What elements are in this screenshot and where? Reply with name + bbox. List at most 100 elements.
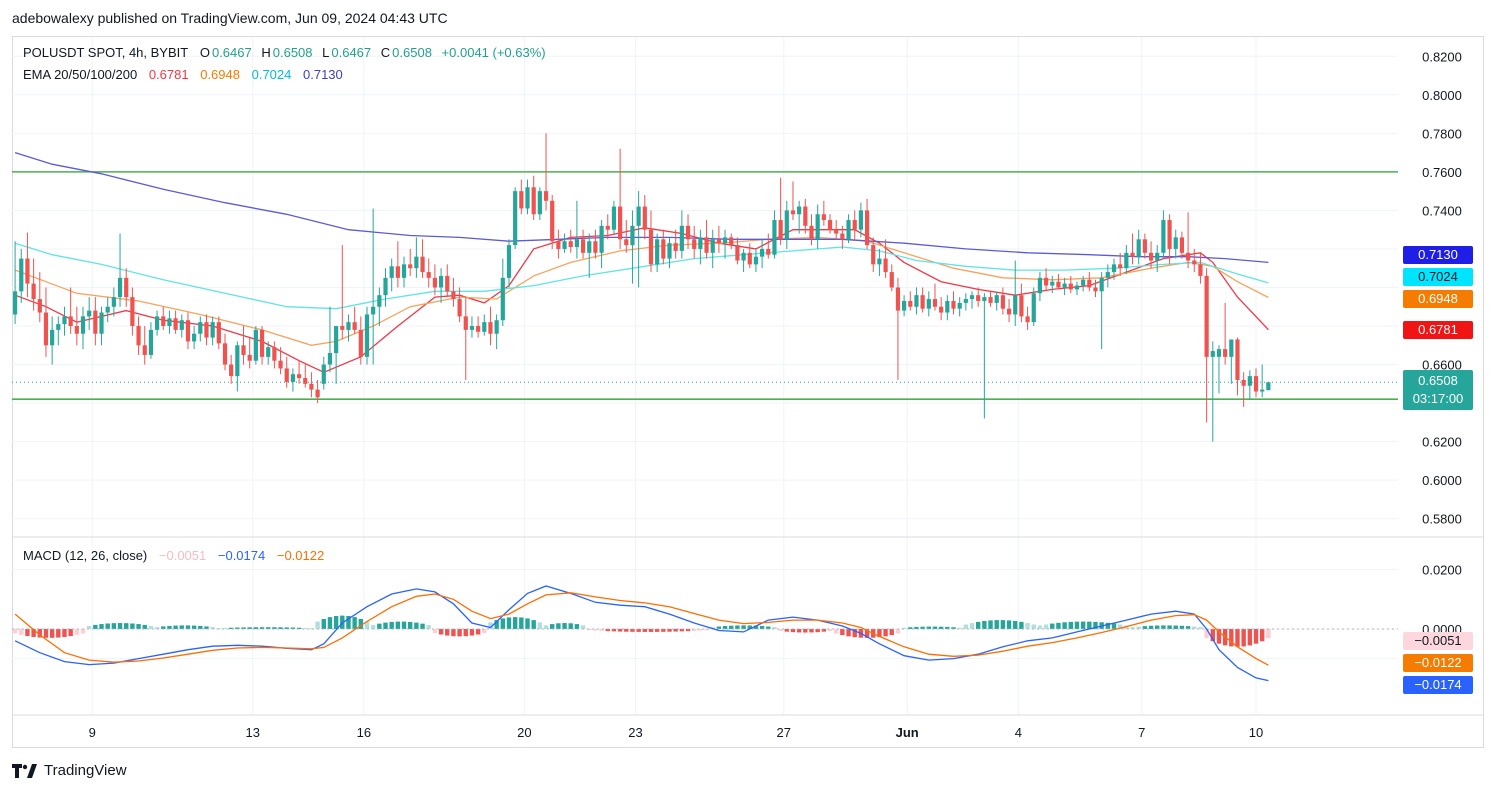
candle: [148, 322, 154, 359]
ema-label[interactable]: EMA 20/50/100/200: [23, 67, 138, 82]
macd-histogram-bar: [852, 628, 857, 638]
macd-histogram-bar: [864, 628, 870, 638]
candle-body: [957, 302, 962, 309]
candle-body: [988, 297, 993, 303]
candle: [1204, 268, 1209, 423]
candle-body: [784, 210, 789, 240]
macd-histogram-bar: [185, 625, 191, 629]
candle: [445, 264, 450, 298]
candle-body: [1161, 220, 1166, 253]
candle: [179, 314, 184, 338]
candle: [426, 258, 431, 288]
candle-body: [939, 306, 944, 313]
macd-histogram-bar: [278, 627, 283, 629]
macd-histogram-bar: [994, 620, 999, 629]
candle-body: [309, 383, 314, 390]
candle: [210, 316, 215, 346]
macd-histogram-bar: [1013, 620, 1018, 629]
macd-histogram-bar: [957, 627, 962, 629]
macd-histogram-bar: [198, 625, 203, 629]
candle-body: [1006, 308, 1012, 315]
candle: [340, 245, 345, 340]
candle-body: [580, 239, 586, 253]
candle: [902, 295, 907, 317]
candle: [513, 187, 518, 249]
candle: [692, 225, 697, 259]
candle-body: [216, 322, 221, 344]
candle-body: [192, 333, 197, 342]
candle-body: [1266, 382, 1271, 391]
macd-histogram-bar: [1006, 620, 1012, 629]
macd-histogram-bar: [988, 620, 993, 629]
macd-histogram-bar: [272, 627, 277, 629]
candle-body: [25, 258, 30, 284]
candle: [1013, 260, 1018, 327]
candle: [846, 214, 851, 244]
candle-body: [766, 248, 771, 255]
macd-histogram-bar: [1068, 621, 1073, 629]
macd-histogram-bar: [37, 628, 42, 638]
candle-body: [889, 272, 894, 288]
macd-histogram-bar: [716, 626, 722, 629]
candle-body: [840, 233, 845, 240]
candle-body: [1148, 252, 1154, 261]
tradingview-footer[interactable]: TradingView: [12, 762, 127, 779]
macd-histogram-bar: [253, 627, 259, 629]
macd-histogram-bar: [543, 625, 549, 629]
macd-signal-value: −0.0122: [276, 548, 325, 563]
candle-body: [1247, 376, 1252, 386]
candle-body: [568, 241, 573, 248]
macd-histogram-bar: [803, 628, 808, 633]
candle-body: [648, 229, 654, 265]
candle-body: [482, 322, 487, 332]
candle: [346, 314, 351, 342]
candle: [593, 229, 598, 259]
macd-histogram-bar: [136, 624, 141, 629]
candle: [241, 326, 246, 365]
candle-body: [729, 237, 734, 246]
macd-histogram-bar: [525, 618, 530, 629]
candle: [296, 360, 302, 384]
symbol-label[interactable]: POLUSDT SPOT, 4h, BYBIT: [23, 45, 189, 60]
candle-body: [1043, 277, 1049, 286]
candle: [1019, 283, 1024, 323]
macd-histogram-bar: [975, 621, 981, 629]
macd-histogram-bar: [673, 628, 678, 632]
macd-histogram-bar: [1019, 621, 1024, 629]
macd-histogram-bar: [729, 625, 734, 629]
macd-histogram-bar: [531, 620, 536, 629]
candle: [482, 314, 487, 336]
high-label: H: [261, 45, 271, 60]
candle-body: [1216, 349, 1222, 357]
macd-histogram-bar: [43, 628, 49, 638]
candle-body: [154, 316, 160, 330]
macd-histogram-bar: [1179, 625, 1185, 629]
candle: [790, 181, 796, 221]
candle-body: [982, 297, 987, 301]
candle-body: [12, 291, 18, 315]
candle: [852, 210, 857, 240]
candle-body: [692, 239, 697, 249]
signal-line: [14, 592, 1269, 666]
macd-histogram-bar: [296, 627, 302, 629]
macd-histogram-bar: [593, 628, 598, 631]
candle: [1130, 233, 1135, 265]
macd-histogram-bar: [500, 618, 506, 629]
candle-body: [667, 243, 672, 259]
candle: [1148, 241, 1154, 269]
candle-body: [432, 277, 437, 288]
macd-histogram-bar: [926, 626, 931, 629]
candle: [198, 316, 203, 342]
candle: [568, 229, 573, 253]
macd-histogram-bar: [568, 623, 573, 629]
candle-body: [476, 326, 481, 332]
candle-body: [760, 248, 765, 257]
macd-label[interactable]: MACD (12, 26, close): [23, 548, 148, 563]
candle-body: [790, 210, 796, 215]
macd-histogram-bar: [796, 628, 802, 633]
candle: [50, 316, 55, 365]
candle-body: [722, 237, 728, 244]
open-label: O: [199, 45, 210, 60]
candle-body: [136, 326, 141, 346]
